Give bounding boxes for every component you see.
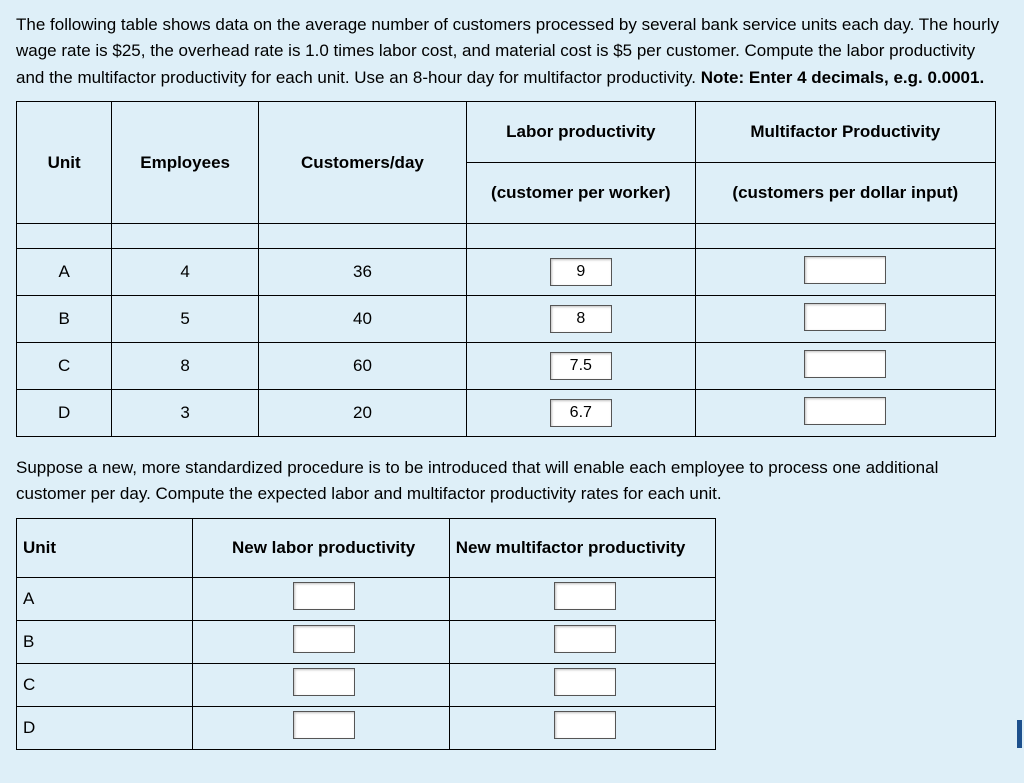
labor-input-b[interactable]: 8 [550,305,612,333]
cell-employees: 5 [112,296,259,343]
mfp-input-b[interactable] [804,303,886,331]
new-mfp-input-d[interactable] [554,711,616,739]
new-mfp-input-b[interactable] [554,625,616,653]
labor-input-d[interactable]: 6.7 [550,399,612,427]
mfp-input-c[interactable] [804,350,886,378]
cell2-unit: D [17,706,193,749]
col-mfp-top: Multifactor Productivity [750,122,940,141]
cell-unit: D [17,390,112,437]
cell-employees: 4 [112,249,259,296]
table-row: D 3 20 6.7 [17,390,996,437]
cell-customers: 40 [258,296,466,343]
col-mfp: Multifactor Productivity [695,102,995,163]
cell-customers: 20 [258,390,466,437]
col2-unit: Unit [17,518,193,577]
col-labor-sub: (customer per worker) [467,163,696,224]
new-mfp-input-a[interactable] [554,582,616,610]
new-mfp-input-c[interactable] [554,668,616,696]
table-row: D [17,706,716,749]
cell-employees: 8 [112,343,259,390]
problem-text-note: Note: Enter 4 decimals, e.g. 0.0001. [701,68,984,87]
col-customers: Customers/day [258,102,466,224]
cell-customers: 60 [258,343,466,390]
new-labor-input-a[interactable] [293,582,355,610]
table-row: C [17,663,716,706]
cell-unit: A [17,249,112,296]
new-productivity-table: Unit New labor productivity New multifac… [16,518,716,750]
new-labor-input-b[interactable] [293,625,355,653]
table-row: B 5 40 8 [17,296,996,343]
table-row: A [17,577,716,620]
labor-input-c[interactable]: 7.5 [550,352,612,380]
new-labor-input-d[interactable] [293,711,355,739]
productivity-table: Unit Employees Customers/day Labor produ… [16,101,996,437]
problem-statement: The following table shows data on the av… [16,12,1008,91]
table-row: C 8 60 7.5 [17,343,996,390]
text-cursor-icon [1017,720,1022,748]
mfp-input-d[interactable] [804,397,886,425]
col-employees: Employees [112,102,259,224]
table-row: B [17,620,716,663]
col-labor-prod: Labor productivity [467,102,696,163]
mfp-input-a[interactable] [804,256,886,284]
cell2-unit: B [17,620,193,663]
cell-customers: 36 [258,249,466,296]
new-labor-input-c[interactable] [293,668,355,696]
col-unit: Unit [17,102,112,224]
cell2-unit: C [17,663,193,706]
col2-nlp: New labor productivity [193,518,449,577]
col2-nmf: New multifactor productivity [449,518,715,577]
cell2-unit: A [17,577,193,620]
table-row: A 4 36 9 [17,249,996,296]
followup-statement: Suppose a new, more standardized procedu… [16,455,1008,508]
labor-input-a[interactable]: 9 [550,258,612,286]
cell-employees: 3 [112,390,259,437]
col-labor-top: Labor productivity [506,122,655,141]
cell-unit: C [17,343,112,390]
cell-unit: B [17,296,112,343]
col-mfp-sub: (customers per dollar input) [695,163,995,224]
